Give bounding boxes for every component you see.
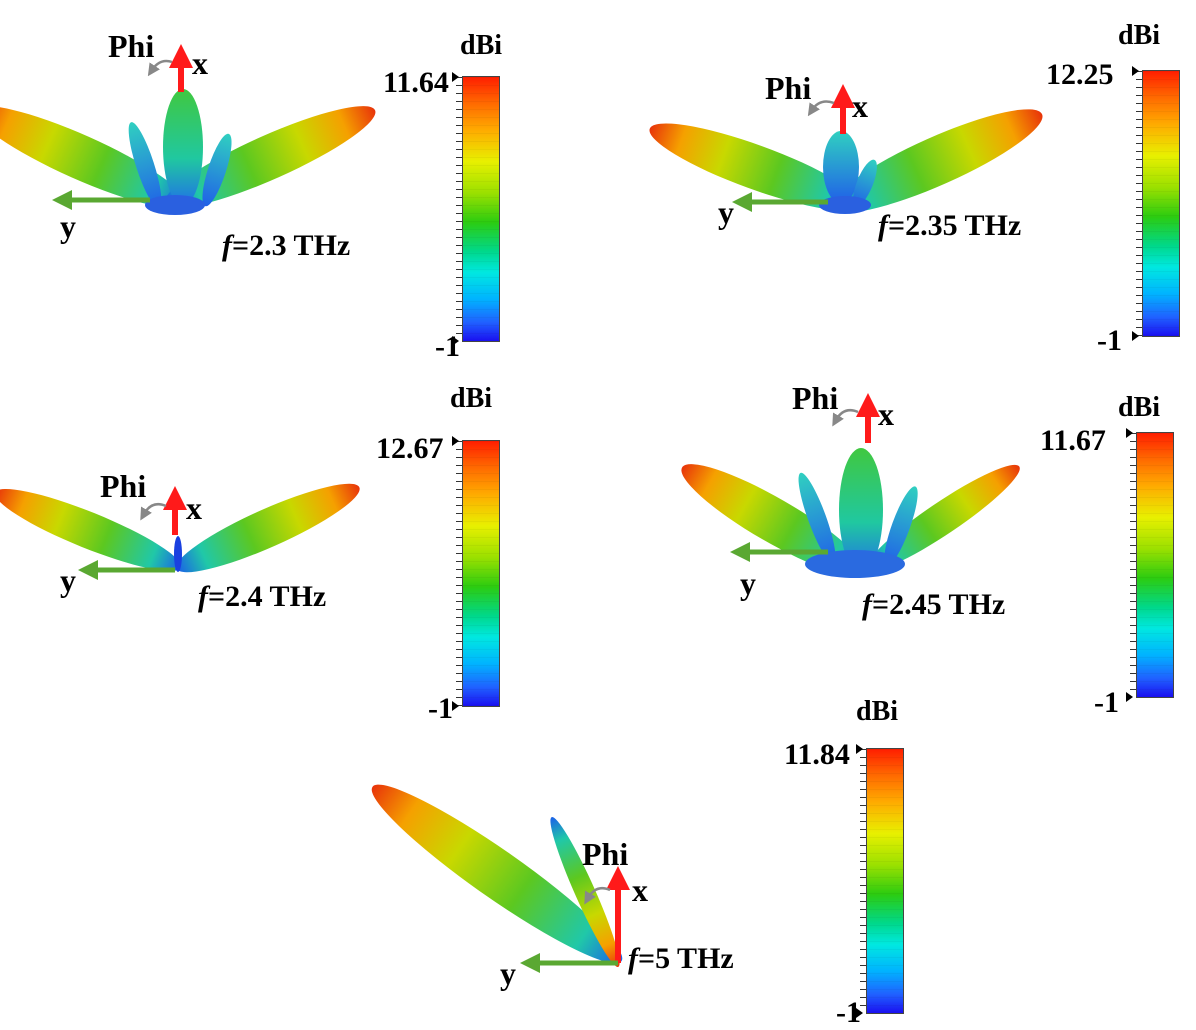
frequency-label: f=2.35 THz	[878, 209, 1022, 242]
frequency-label: f=5 THz	[628, 942, 734, 975]
y-axis-label: y	[740, 565, 756, 601]
colorbar-5thz	[856, 744, 904, 1018]
radiation-pattern-2-4thz	[0, 483, 360, 573]
y-axis-label: y	[718, 194, 734, 230]
x-axis-label: x	[878, 396, 894, 432]
x-axis-label: x	[186, 490, 202, 526]
x-axis-label: x	[852, 88, 868, 124]
frequency-label: f=2.45 THz	[862, 588, 1006, 621]
colorbar-unit: dBi	[1118, 20, 1161, 51]
colorbar-2-45thz	[1126, 428, 1174, 702]
colorbar-min: -1	[435, 330, 460, 363]
colorbar-min: -1	[1094, 686, 1119, 719]
phi-label: Phi	[765, 70, 812, 106]
colorbar-max: 11.64	[383, 66, 449, 99]
colorbar-unit: dBi	[856, 696, 899, 727]
colorbar-2-35thz	[1132, 66, 1180, 341]
colorbar-min: -1	[428, 692, 453, 725]
frequency-label: f=2.4 THz	[198, 580, 327, 613]
y-axis-label: y	[60, 562, 76, 598]
colorbar-2-4thz	[452, 436, 500, 711]
colorbar-2-3thz	[452, 72, 500, 346]
phi-label: Phi	[108, 28, 155, 64]
x-axis-label: x	[192, 45, 208, 81]
colorbar-max: 11.84	[784, 738, 850, 771]
colorbar-max: 11.67	[1040, 424, 1106, 457]
y-axis-label: y	[60, 208, 76, 244]
colorbar-max: 12.67	[376, 432, 444, 465]
colorbar-min: -1	[1097, 324, 1122, 357]
phi-label: Phi	[792, 380, 839, 416]
y-axis-label: y	[500, 955, 516, 991]
colorbar-unit: dBi	[450, 383, 493, 414]
radiation-pattern-2-3thz	[0, 44, 376, 215]
frequency-label: f=2.3 THz	[222, 229, 351, 262]
radiation-pattern-2-45thz	[681, 448, 1020, 578]
colorbar-max: 12.25	[1046, 58, 1114, 91]
colorbar-unit: dBi	[1118, 392, 1161, 423]
phi-label: Phi	[100, 468, 147, 504]
x-axis-label: x	[632, 872, 648, 908]
colorbar-unit: dBi	[460, 30, 503, 61]
phi-label: Phi	[582, 836, 629, 872]
radiation-pattern-2-35thz	[649, 109, 1043, 214]
